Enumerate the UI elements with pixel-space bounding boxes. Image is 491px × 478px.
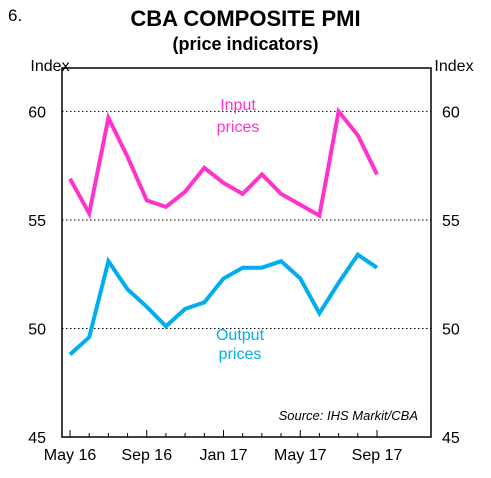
- x-tick-label-3: May 17: [274, 447, 327, 464]
- x-tick-label-0: May 16: [44, 447, 97, 464]
- right-axis-unit: Index: [434, 58, 473, 75]
- y-tick-right-45: 45: [442, 430, 460, 447]
- y-tick-right-60: 60: [442, 104, 460, 121]
- output-prices-label-line2: prices: [219, 346, 262, 363]
- x-tick-label-4: Sep 17: [352, 447, 403, 464]
- grid-lines: [62, 110, 431, 329]
- series-line-1: [68, 251, 379, 356]
- y-axis-ticks: 45 45 50 50 55 55 60 60: [28, 104, 460, 447]
- figure-number: 6.: [8, 6, 23, 25]
- series-lines: [68, 106, 379, 356]
- y-tick-left-45: 45: [28, 430, 46, 447]
- y-tick-left-60: 60: [28, 104, 46, 121]
- x-tick-label-1: Sep 16: [121, 447, 172, 464]
- input-prices-label-line1: Input: [220, 97, 256, 114]
- input-prices-label-line2: prices: [217, 119, 260, 136]
- y-tick-left-55: 55: [28, 213, 46, 230]
- y-tick-left-50: 50: [28, 321, 46, 338]
- plot-frame: [61, 67, 432, 438]
- chart-subtitle: (price indicators): [172, 34, 319, 54]
- series-line-0: [68, 106, 379, 220]
- output-prices-label-line1: Output: [216, 327, 265, 344]
- left-axis-unit: Index: [30, 58, 69, 75]
- x-tick-label-2: Jan 17: [199, 447, 247, 464]
- source-note: Source: IHS Markit/CBA: [279, 408, 418, 423]
- y-tick-right-50: 50: [442, 321, 460, 338]
- chart-title: CBA COMPOSITE PMI: [130, 6, 361, 31]
- x-axis-ticks: May 16 Sep 16 Jan 17 May 17 Sep 17: [44, 430, 403, 464]
- y-tick-right-55: 55: [442, 213, 460, 230]
